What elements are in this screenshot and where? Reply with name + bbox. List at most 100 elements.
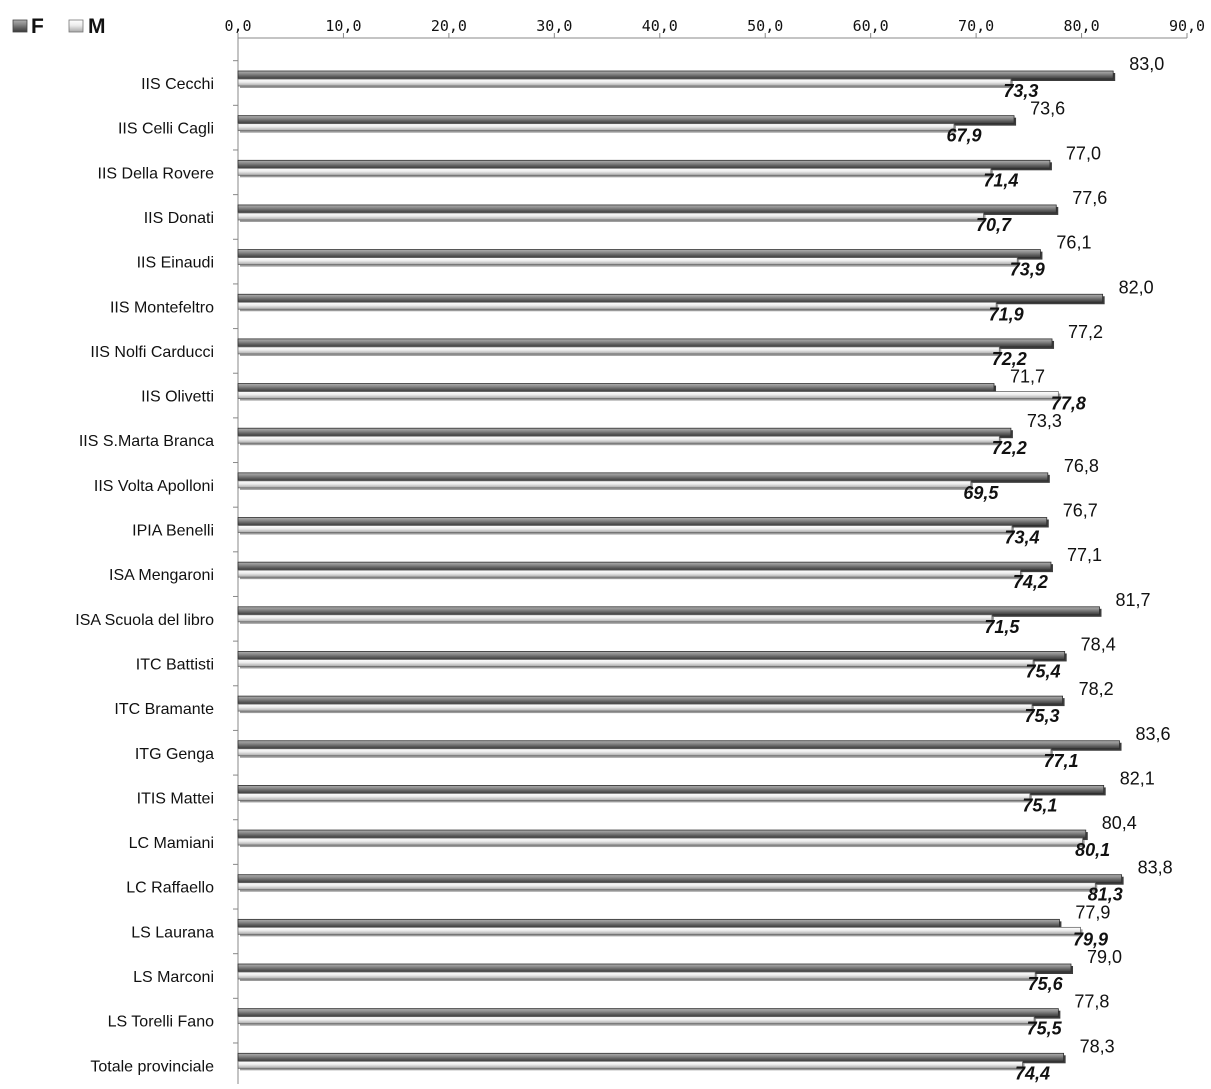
category-label: ITIS Mattei bbox=[137, 790, 214, 807]
data-label-f: 80,4 bbox=[1102, 813, 1137, 833]
legend-label-m: M bbox=[88, 15, 106, 38]
bar-m bbox=[238, 168, 991, 175]
data-label-f: 73,3 bbox=[1027, 411, 1062, 431]
category-label: IIS Donati bbox=[144, 210, 214, 227]
legend-item-m: M bbox=[69, 15, 106, 38]
category-label: ITC Bramante bbox=[114, 701, 214, 718]
x-tick-label: 20,0 bbox=[431, 17, 467, 35]
data-label-m: 75,5 bbox=[1027, 1019, 1063, 1039]
bar-f bbox=[238, 1009, 1058, 1017]
bar-m bbox=[238, 927, 1081, 934]
bar-m bbox=[238, 302, 996, 309]
data-label-f: 77,9 bbox=[1075, 902, 1110, 922]
bar-f bbox=[238, 875, 1122, 883]
data-label-f: 78,2 bbox=[1079, 679, 1114, 699]
category-label: IPIA Benelli bbox=[132, 523, 214, 540]
data-label-f: 78,3 bbox=[1080, 1036, 1115, 1056]
data-label-f: 83,8 bbox=[1138, 858, 1173, 878]
data-label-m: 73,9 bbox=[1010, 260, 1045, 280]
category-label: LC Raffaello bbox=[126, 880, 214, 897]
category-label: IIS Olivetti bbox=[141, 389, 214, 406]
category-label: LC Mamiani bbox=[129, 835, 214, 852]
data-label-m: 75,6 bbox=[1028, 974, 1064, 994]
y-axis-categories: IIS Cecchi IIS Celli Cagli IIS Della Rover… bbox=[75, 76, 214, 1075]
legend: F M bbox=[13, 15, 106, 38]
data-label-f: 83,6 bbox=[1136, 724, 1171, 744]
data-label-m: 70,7 bbox=[976, 215, 1012, 235]
data-label-f: 77,6 bbox=[1072, 188, 1107, 208]
bar-f bbox=[238, 651, 1065, 659]
legend-swatch-f bbox=[13, 20, 27, 32]
bar-m bbox=[238, 526, 1012, 533]
bar-m bbox=[238, 436, 999, 443]
data-label-m: 75,1 bbox=[1022, 795, 1057, 815]
x-tick-label: 90,0 bbox=[1169, 17, 1205, 35]
data-label-f: 82,0 bbox=[1119, 277, 1154, 297]
category-label: IIS Montefeltro bbox=[110, 299, 214, 316]
bar-f bbox=[238, 964, 1071, 972]
category-label: ISA Mengaroni bbox=[109, 567, 214, 584]
category-label: LS Marconi bbox=[133, 969, 214, 986]
bar-f bbox=[238, 294, 1103, 302]
data-label-f: 73,6 bbox=[1030, 99, 1065, 119]
bar-m bbox=[238, 972, 1035, 979]
bar-f bbox=[238, 428, 1011, 436]
legend-item-f: F bbox=[13, 15, 44, 38]
bar-m bbox=[238, 838, 1083, 845]
bar-m bbox=[238, 347, 999, 354]
data-label-m: 71,5 bbox=[984, 617, 1020, 637]
bar-f bbox=[238, 473, 1048, 481]
bar-m bbox=[238, 124, 954, 131]
data-label-m: 71,4 bbox=[983, 170, 1018, 190]
data-label-m: 71,9 bbox=[989, 304, 1024, 324]
bar-f bbox=[238, 250, 1040, 258]
category-label: IIS S.Marta Branca bbox=[79, 433, 214, 450]
x-tick-label: 30,0 bbox=[536, 17, 572, 35]
bar-m bbox=[238, 570, 1020, 577]
category-label: IIS Celli Cagli bbox=[118, 121, 214, 138]
bar-m bbox=[238, 615, 992, 622]
category-label: LS Laurana bbox=[131, 924, 214, 941]
bar-m bbox=[238, 258, 1017, 265]
data-label-m: 72,2 bbox=[992, 438, 1027, 458]
x-tick-label: 60,0 bbox=[853, 17, 889, 35]
bar-m bbox=[238, 883, 1095, 890]
x-tick-label: 40,0 bbox=[642, 17, 678, 35]
bar-m bbox=[238, 659, 1033, 666]
data-label-m: 77,1 bbox=[1043, 751, 1078, 771]
category-label: ITC Battisti bbox=[136, 656, 214, 673]
data-label-f: 79,0 bbox=[1087, 947, 1122, 967]
bar-f bbox=[238, 384, 994, 392]
data-label-m: 80,1 bbox=[1075, 840, 1110, 860]
category-label: IIS Della Rovere bbox=[98, 165, 215, 182]
bar-m bbox=[238, 793, 1030, 800]
data-label-m: 74,4 bbox=[1015, 1063, 1050, 1083]
x-tick-label: 10,0 bbox=[325, 17, 361, 35]
x-tick-label: 80,0 bbox=[1063, 17, 1099, 35]
bar-f bbox=[238, 71, 1113, 79]
category-label: LS Torelli Fano bbox=[108, 1014, 215, 1031]
category-label: IIS Nolfi Carducci bbox=[90, 344, 214, 361]
bar-f bbox=[238, 160, 1050, 168]
category-label: ITG Genga bbox=[135, 746, 214, 763]
category-label: IIS Einaudi bbox=[137, 255, 214, 272]
bar-m bbox=[238, 79, 1011, 86]
data-label-f: 76,7 bbox=[1063, 501, 1098, 521]
bar-m bbox=[238, 481, 971, 488]
data-label-m: 73,4 bbox=[1004, 528, 1039, 548]
bar-f bbox=[238, 1053, 1064, 1061]
data-label-f: 83,0 bbox=[1129, 54, 1164, 74]
data-label-f: 77,0 bbox=[1066, 143, 1101, 163]
data-label-m: 74,2 bbox=[1013, 572, 1048, 592]
category-label: ISA Scuola del libro bbox=[75, 612, 214, 629]
bar-f bbox=[238, 919, 1059, 927]
data-label-f: 71,7 bbox=[1010, 367, 1045, 387]
bar-m bbox=[238, 1017, 1034, 1024]
data-label-f: 81,7 bbox=[1115, 590, 1150, 610]
category-label: IIS Volta Apolloni bbox=[94, 478, 214, 495]
bar-f bbox=[238, 696, 1063, 704]
category-label: Totale provinciale bbox=[90, 1058, 214, 1075]
bar-m bbox=[238, 704, 1032, 711]
